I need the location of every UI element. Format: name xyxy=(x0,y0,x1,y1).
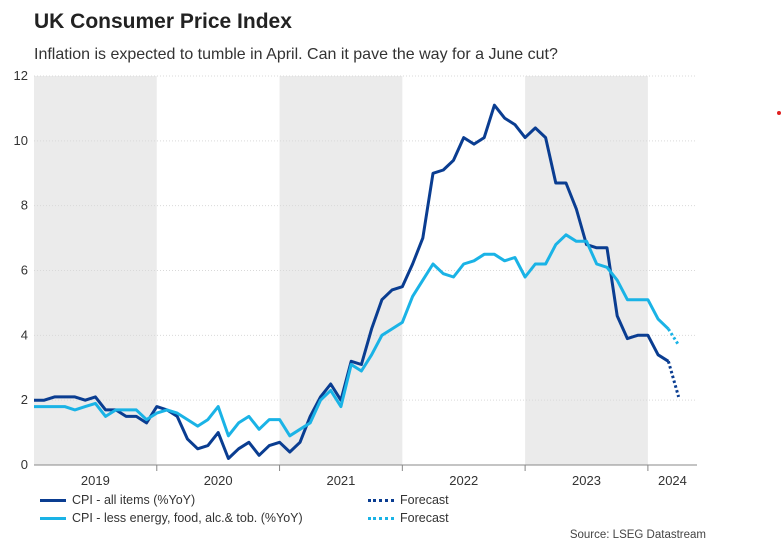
y-tick-label: 4 xyxy=(21,327,28,342)
legend-label-cpi-core: CPI - less energy, food, alc.& tob. (%Yo… xyxy=(72,511,303,525)
source-note: Source: LSEG Datastream xyxy=(569,529,706,541)
legend-item-cpi-core: CPI - less energy, food, alc.& tob. (%Yo… xyxy=(40,510,303,526)
legend-item-cpi-all: CPI - all items (%YoY) xyxy=(40,492,195,508)
series-line-0 xyxy=(34,103,670,460)
y-tick-label: 0 xyxy=(21,457,28,472)
x-tick-label: 2019 xyxy=(81,473,110,488)
legend-item-forecast-core: Forecast xyxy=(368,510,449,526)
legend-label-forecast-all: Forecast xyxy=(400,493,449,507)
series-line-2 xyxy=(666,360,681,398)
x-tick-label: 2021 xyxy=(326,473,355,488)
chart-title: UK Consumer Price Index xyxy=(34,10,292,33)
x-tick-label: 2020 xyxy=(204,473,233,488)
chart-subtitle: Inflation is expected to tumble in April… xyxy=(34,46,558,63)
y-tick-label: 2 xyxy=(21,392,28,407)
legend-swatch-cpi-all xyxy=(40,499,66,503)
red-dot-marker xyxy=(777,111,781,115)
y-tick-label: 12 xyxy=(14,68,28,83)
legend-item-forecast-all: Forecast xyxy=(368,492,449,508)
series-line-3 xyxy=(667,328,680,346)
legend-swatch-cpi-core xyxy=(40,517,66,521)
series-line-1 xyxy=(34,233,670,438)
legend-label-forecast-core: Forecast xyxy=(400,511,449,525)
y-tick-label: 8 xyxy=(21,198,28,213)
x-tick-label: 2023 xyxy=(572,473,601,488)
x-tick-label: 2022 xyxy=(449,473,478,488)
legend-label-cpi-all: CPI - all items (%YoY) xyxy=(72,493,196,507)
legend-swatch-forecast-core xyxy=(368,517,394,521)
legend-swatch-forecast-all xyxy=(368,499,394,503)
y-tick-label: 6 xyxy=(21,263,28,278)
y-tick-label: 10 xyxy=(14,133,28,148)
x-tick-label: 2024 xyxy=(658,473,687,488)
